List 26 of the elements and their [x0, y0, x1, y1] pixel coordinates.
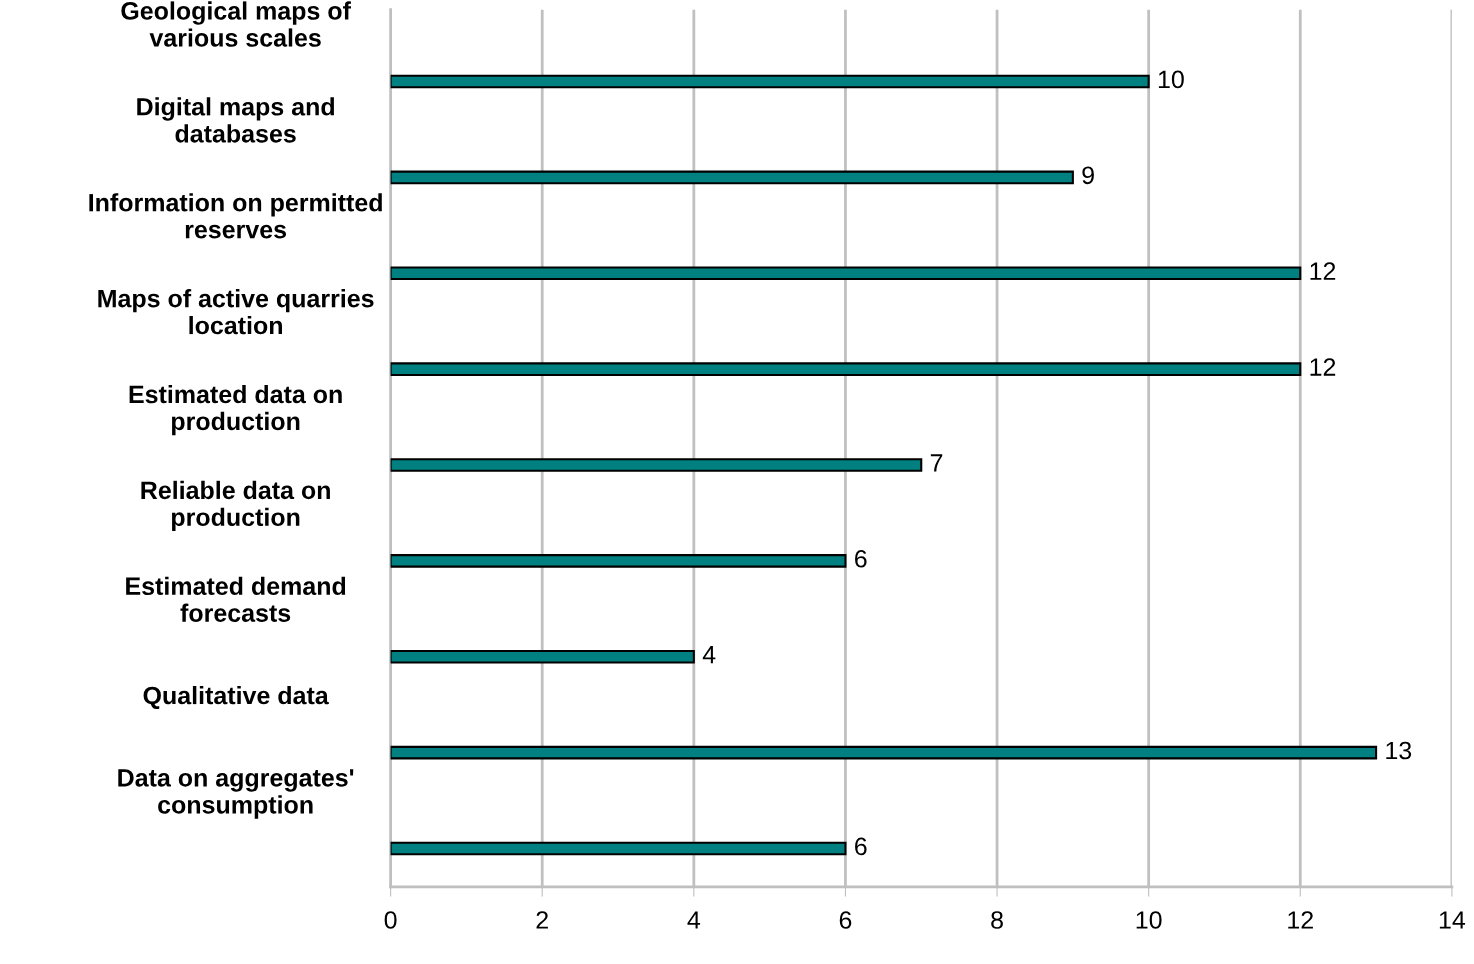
x-tick-label: 8 — [991, 911, 1003, 929]
y-tick-label: Estimated demand forecasts — [126, 576, 346, 622]
data-label: 4 — [702, 646, 716, 664]
y-tick-label: Reliable data on production — [141, 480, 330, 532]
x-tick-label: 2 — [536, 911, 548, 929]
x-tick-label: 14 — [1439, 911, 1466, 929]
data-label: 10 — [1158, 70, 1184, 89]
data-label: 12 — [1310, 262, 1336, 280]
y-tick-label: Data on aggregates' consumption — [118, 769, 354, 819]
data-label: 13 — [1386, 741, 1412, 760]
y-tick-label: Qualitative data — [143, 686, 329, 710]
x-tick-label: 10 — [1136, 911, 1162, 929]
data-label: 6 — [855, 837, 867, 856]
x-tick-label: 0 — [384, 911, 397, 929]
data-label: 6 — [855, 549, 867, 568]
data-label: 12 — [1310, 358, 1336, 376]
y-tick-label: Information on permitted reserves — [89, 193, 382, 239]
x-tick-label: 12 — [1288, 911, 1313, 929]
y-tick-label: Digital maps and databases — [137, 97, 334, 143]
data-label: 7 — [930, 454, 943, 472]
y-tick-label: Maps of active quarries location — [98, 289, 374, 335]
y-tick-label: Geological maps of various scales — [121, 1, 351, 47]
data-label: 9 — [1082, 166, 1094, 185]
x-tick-label: 4 — [687, 911, 701, 929]
y-tick-label: Estimated data on production — [129, 384, 342, 436]
x-tick-label: 6 — [839, 911, 852, 929]
